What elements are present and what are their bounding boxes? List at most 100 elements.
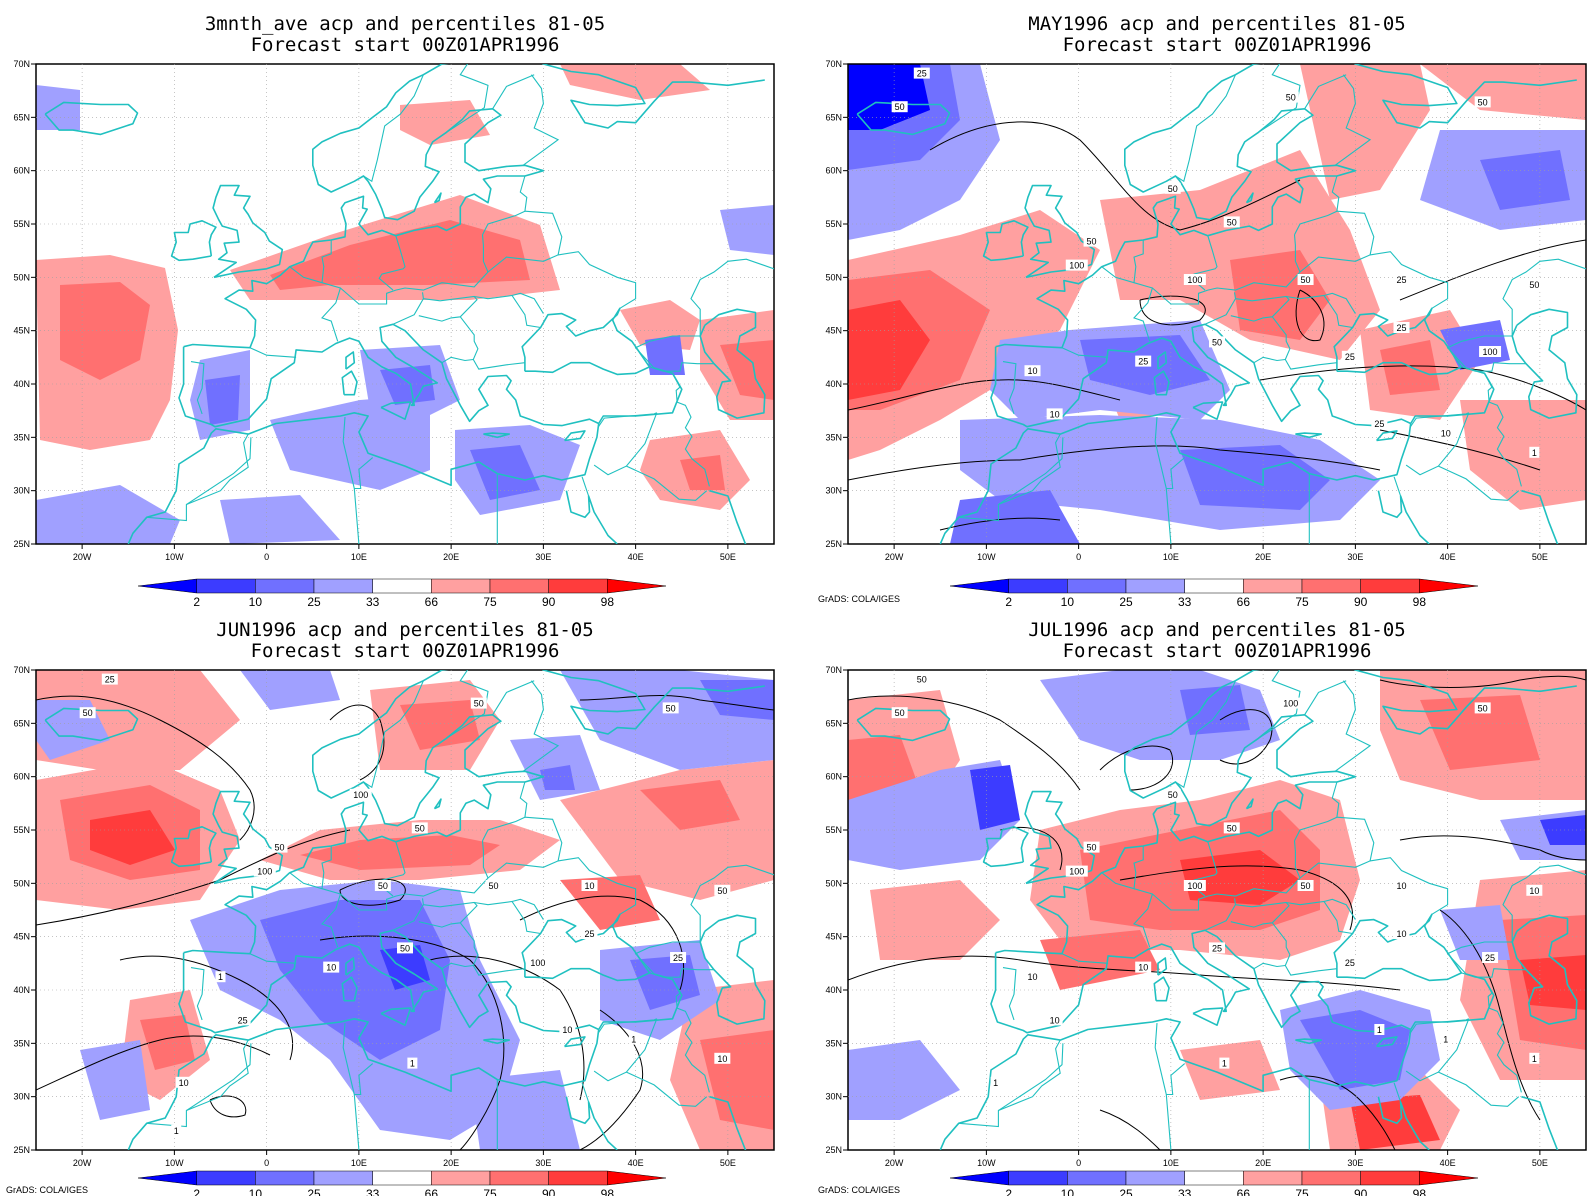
coastline <box>521 307 651 376</box>
lat-tick-label: 35N <box>825 432 842 442</box>
country-border <box>1133 240 1144 283</box>
colorbar-swatch <box>548 578 608 594</box>
contour-label: 1 <box>1443 1035 1448 1045</box>
lat-tick-label: 50N <box>13 878 30 888</box>
contour-label: 1 <box>631 1035 636 1045</box>
contour-label: 50 <box>489 881 499 891</box>
contour-label-bg <box>1479 346 1502 357</box>
contour-label-bg <box>1474 702 1491 714</box>
country-border <box>1299 857 1449 915</box>
contour-labels: 50 50 100 50 50 50 50 100 100 50 10 10 10 25 25 10 10 25 1… <box>891 673 1543 1088</box>
country-border <box>597 412 658 429</box>
lat-tick-label: 70N <box>825 59 842 69</box>
contour-label: 50 <box>1227 217 1237 227</box>
country-border <box>511 292 544 314</box>
coastline <box>345 957 356 976</box>
country-border <box>1166 1063 1186 1096</box>
contour-label-bg <box>628 1033 639 1045</box>
coastline <box>982 220 1029 262</box>
contour-label: 100 <box>1483 347 1498 357</box>
coastline <box>170 825 217 868</box>
contour-label: 25 <box>1138 357 1148 367</box>
country-border <box>1286 294 1353 329</box>
country-border <box>441 962 474 970</box>
contour-label-bg <box>1223 822 1240 834</box>
lat-tick-label: 55N <box>825 825 842 835</box>
contour-label-bg <box>323 961 340 973</box>
contour-label-bg <box>470 697 487 709</box>
contour-label: 10 <box>717 1054 727 1064</box>
contour-label-bg <box>1135 961 1152 973</box>
colorbar-swatch <box>1125 578 1185 594</box>
contour-label: 10 <box>1027 366 1037 376</box>
country-border <box>1002 361 1017 415</box>
contour-label: 10 <box>562 1025 572 1035</box>
colorbar-tick-label: 90 <box>542 1187 556 1196</box>
colorbar-swatch <box>548 1170 608 1186</box>
axis-ticks: 20W 10W 0 10E 20E 30E 40E 50E 25N 30N 35N 40N 45N 50N… <box>13 665 735 1168</box>
country-border <box>1061 347 1109 358</box>
colorbar-swatch <box>607 578 667 594</box>
country-border <box>672 979 710 1093</box>
coastline <box>44 101 139 136</box>
contour-label: 50 <box>1286 93 1296 103</box>
contour-label: 50 <box>1227 823 1237 833</box>
map-plot-area <box>848 670 1586 1150</box>
contour-label: 100 <box>353 790 368 800</box>
contour-label-bg <box>913 673 930 685</box>
colorbar-swatch <box>1184 578 1244 594</box>
borders <box>958 64 1586 544</box>
contour-label-bg <box>1083 841 1100 853</box>
contour-label-bg <box>271 841 288 853</box>
coastline <box>543 670 765 735</box>
contour-label: 50 <box>1301 275 1311 285</box>
colorbar-tick-label: 90 <box>1354 1187 1368 1196</box>
coastline <box>709 1095 747 1150</box>
colorbar-tick-label: 66 <box>425 1187 439 1196</box>
contour-label-bg <box>1135 355 1152 367</box>
contour-label: 1 <box>1532 1054 1537 1064</box>
contour-label-bg <box>1440 1033 1451 1045</box>
coastline <box>995 670 1357 955</box>
lat-tick-label: 70N <box>825 665 842 675</box>
coastline <box>1153 370 1170 396</box>
coastline <box>433 798 442 810</box>
country-border <box>690 864 774 942</box>
coastline <box>433 192 442 204</box>
coastline <box>543 64 765 129</box>
lat-tick-label: 30N <box>13 1092 30 1102</box>
lon-tick-label: 10E <box>1163 552 1179 562</box>
contour-label-bg <box>581 880 598 891</box>
contour-label-bg <box>407 1057 418 1069</box>
contour-label-bg <box>1282 91 1299 103</box>
country-border <box>190 361 205 415</box>
contour-label: 25 <box>105 675 115 685</box>
country-border <box>958 437 1064 522</box>
colorbar-swatch <box>1125 1170 1185 1186</box>
contour-label-bg <box>349 788 372 800</box>
contour-label-bg <box>1529 1052 1540 1064</box>
contour-label-bg <box>215 971 226 983</box>
contour-label-bg <box>1046 408 1063 420</box>
colorbar-swatch <box>137 578 197 594</box>
coastline <box>1192 1007 1224 1026</box>
lat-tick-label: 25N <box>13 539 30 549</box>
lon-tick-label: 10E <box>351 1158 367 1168</box>
contour-label: 50 <box>1168 184 1178 194</box>
contour-label-bg <box>1297 274 1314 285</box>
colorbar-swatch <box>1008 1170 1068 1186</box>
colorbar-tick-label: 98 <box>601 595 615 609</box>
coastline <box>483 1038 511 1045</box>
lon-tick-label: 10W <box>977 1158 996 1168</box>
lon-tick-label: 30E <box>535 552 551 562</box>
colorbar-swatch <box>196 578 256 594</box>
contour-label-bg <box>1164 788 1181 800</box>
country-border <box>392 898 424 931</box>
contour-label-bg <box>1393 928 1410 939</box>
country-border <box>690 258 774 336</box>
coastline <box>1192 401 1224 421</box>
country-border <box>1409 412 1470 429</box>
country-border <box>1154 417 1172 544</box>
contour-label-bg <box>1209 942 1225 954</box>
